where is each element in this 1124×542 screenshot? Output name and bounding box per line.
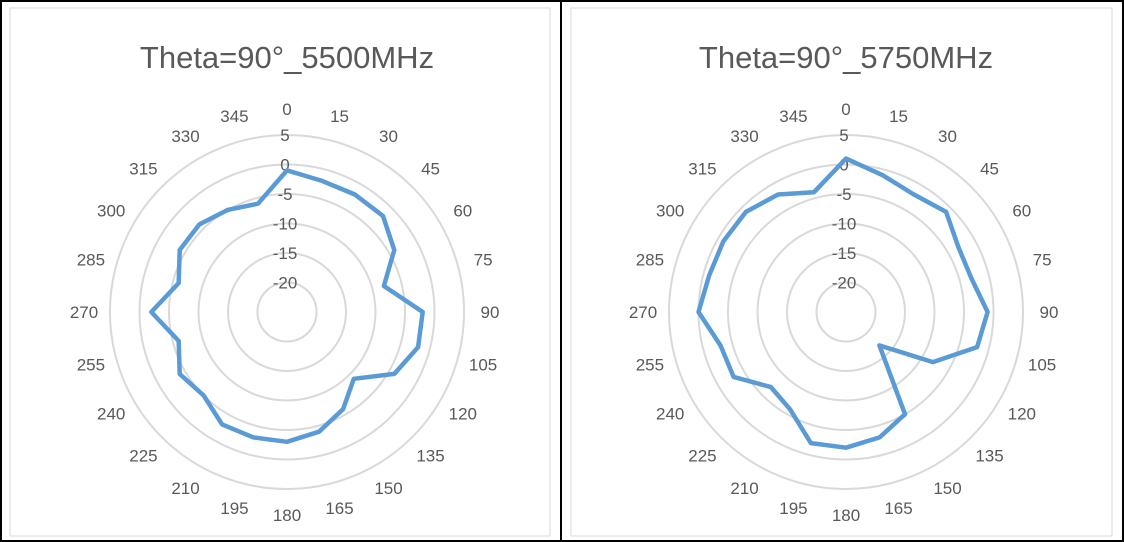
radial-tick-label: 5 xyxy=(839,126,848,145)
angle-label: 210 xyxy=(171,479,199,498)
angle-label: 150 xyxy=(374,479,402,498)
radial-tick-label: -10 xyxy=(832,215,857,234)
chart-title: Theta=90°_5750MHz xyxy=(699,40,993,75)
angle-label: 300 xyxy=(656,202,684,221)
angle-label: 150 xyxy=(933,479,961,498)
angle-label: 45 xyxy=(421,159,440,178)
chart-title: Theta=90°_5500MHz xyxy=(140,40,434,75)
radial-tick-label: -10 xyxy=(273,215,298,234)
radial-tick-label: -5 xyxy=(836,185,851,204)
angle-label: 270 xyxy=(629,303,657,322)
angle-label: 30 xyxy=(938,127,957,146)
angle-label: 345 xyxy=(779,107,807,126)
angle-label: 270 xyxy=(70,303,98,322)
angle-label: 225 xyxy=(129,447,157,466)
angle-label: 300 xyxy=(97,202,125,221)
angle-label: 90 xyxy=(481,303,500,322)
angle-label: 240 xyxy=(656,405,684,424)
angle-label: 180 xyxy=(273,506,301,525)
angle-label: 210 xyxy=(730,479,758,498)
angle-label: 120 xyxy=(449,405,477,424)
angle-label: 120 xyxy=(1008,405,1036,424)
angle-label: 240 xyxy=(97,405,125,424)
angle-label: 330 xyxy=(730,127,758,146)
angle-label: 60 xyxy=(453,202,472,221)
angle-label: 60 xyxy=(1012,202,1031,221)
angle-label: 165 xyxy=(325,499,353,518)
chart-panel-5500mhz: Theta=90°_5500MHz 5 0 -5 -10 -15 -20 0 15 30 45 60 7… xyxy=(0,0,560,542)
angle-label: 0 xyxy=(282,100,291,119)
angle-label: 225 xyxy=(688,447,716,466)
angle-label: 105 xyxy=(1028,356,1056,375)
chart-panel-5750mhz: Theta=90°_5750MHz 5 0 -5 -10 -15 -20 0 15 30 45 60 7… xyxy=(562,0,1124,542)
radial-tick-label: -15 xyxy=(832,244,857,263)
angle-label: 15 xyxy=(889,107,908,126)
angle-label: 195 xyxy=(220,499,248,518)
angle-label: 285 xyxy=(636,250,664,269)
angle-label: 135 xyxy=(416,447,444,466)
angle-label: 135 xyxy=(975,447,1003,466)
angle-label: 255 xyxy=(77,356,105,375)
radial-tick-label: -20 xyxy=(832,274,857,293)
angle-label: 165 xyxy=(884,499,912,518)
angle-label: 180 xyxy=(832,506,860,525)
angle-label: 75 xyxy=(474,250,493,269)
angle-label: 195 xyxy=(779,499,807,518)
angle-label: 90 xyxy=(1040,303,1059,322)
angle-label: 45 xyxy=(980,159,999,178)
radial-tick-label: -5 xyxy=(277,185,292,204)
angle-label: 315 xyxy=(129,159,157,178)
angle-label: 0 xyxy=(841,100,850,119)
angle-label: 285 xyxy=(77,250,105,269)
angle-label: 75 xyxy=(1033,250,1052,269)
angle-label: 30 xyxy=(379,127,398,146)
radial-tick-label: -20 xyxy=(273,274,298,293)
radial-tick-label: -15 xyxy=(273,244,298,263)
radial-tick-label: 5 xyxy=(280,126,289,145)
angle-label: 15 xyxy=(330,107,349,126)
angle-label: 345 xyxy=(220,107,248,126)
angle-label: 315 xyxy=(688,159,716,178)
angle-label: 255 xyxy=(636,356,664,375)
angle-label: 105 xyxy=(469,356,497,375)
angle-label: 330 xyxy=(171,127,199,146)
